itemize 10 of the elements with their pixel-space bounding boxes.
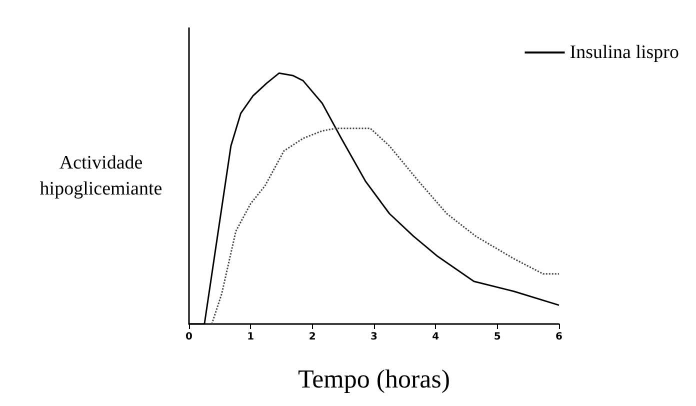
x-tick-label: 5 bbox=[494, 332, 501, 342]
x-tick-label: 2 bbox=[308, 332, 316, 342]
x-tick-label: 4 bbox=[432, 332, 440, 342]
x-tick-label: 1 bbox=[247, 332, 254, 342]
legend-label: Insulina lispro bbox=[570, 42, 680, 63]
x-axis-title: Tempo (horas) bbox=[298, 364, 450, 394]
y-axis-title: Actividade hipoglicemiante bbox=[40, 152, 162, 200]
x-tick-label: 0 bbox=[186, 332, 193, 342]
x-tick-label: 3 bbox=[370, 332, 378, 342]
x-tick-label: 6 bbox=[556, 332, 563, 342]
